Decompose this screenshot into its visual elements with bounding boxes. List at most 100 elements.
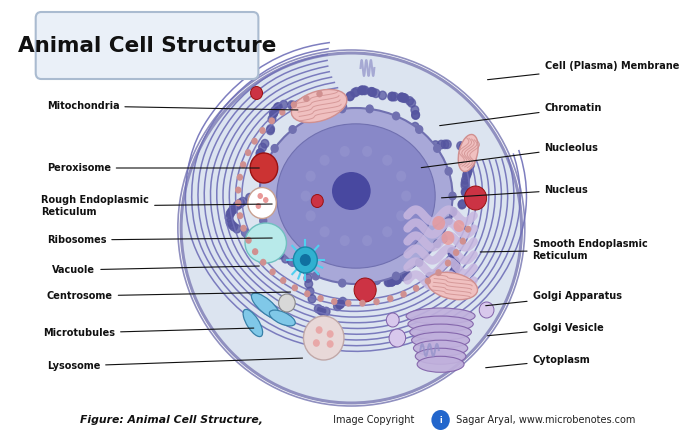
Circle shape	[316, 90, 323, 97]
Circle shape	[305, 280, 313, 288]
Circle shape	[435, 269, 442, 276]
Circle shape	[393, 112, 400, 120]
Circle shape	[256, 188, 263, 197]
Circle shape	[368, 87, 375, 96]
Ellipse shape	[332, 172, 371, 210]
Circle shape	[373, 298, 379, 305]
Circle shape	[401, 190, 411, 202]
Circle shape	[337, 299, 344, 308]
Circle shape	[333, 114, 341, 123]
Circle shape	[336, 300, 344, 308]
Circle shape	[353, 87, 360, 96]
Circle shape	[466, 161, 474, 170]
Circle shape	[270, 241, 277, 250]
Circle shape	[227, 208, 235, 216]
Circle shape	[248, 230, 256, 239]
Circle shape	[411, 126, 419, 135]
Circle shape	[351, 88, 358, 97]
Circle shape	[372, 89, 380, 98]
Circle shape	[356, 278, 363, 286]
Circle shape	[459, 142, 468, 151]
Circle shape	[406, 97, 414, 105]
Circle shape	[291, 102, 299, 110]
Circle shape	[290, 257, 298, 266]
Circle shape	[453, 249, 459, 256]
Circle shape	[431, 410, 450, 430]
Circle shape	[458, 200, 466, 208]
Circle shape	[360, 86, 368, 95]
Circle shape	[463, 169, 471, 178]
Circle shape	[339, 297, 346, 306]
Circle shape	[239, 198, 246, 206]
Circle shape	[465, 165, 472, 173]
Text: Image Copyright: Image Copyright	[330, 415, 414, 425]
Circle shape	[240, 225, 246, 232]
Circle shape	[412, 141, 420, 149]
Circle shape	[400, 291, 407, 298]
Circle shape	[452, 260, 459, 269]
Circle shape	[414, 142, 421, 150]
Circle shape	[272, 244, 279, 252]
Circle shape	[235, 186, 241, 194]
Circle shape	[292, 284, 298, 291]
Circle shape	[269, 117, 275, 124]
Circle shape	[313, 339, 320, 347]
Circle shape	[252, 190, 260, 198]
Circle shape	[391, 92, 398, 101]
Ellipse shape	[181, 53, 522, 403]
Circle shape	[445, 168, 452, 175]
Circle shape	[366, 279, 373, 287]
Circle shape	[412, 111, 419, 119]
Circle shape	[468, 157, 475, 165]
Circle shape	[412, 141, 420, 149]
Circle shape	[364, 274, 372, 282]
Circle shape	[402, 271, 409, 280]
Circle shape	[466, 160, 474, 169]
Ellipse shape	[243, 310, 262, 336]
Circle shape	[400, 272, 407, 281]
Circle shape	[445, 217, 452, 224]
Circle shape	[326, 120, 334, 129]
Circle shape	[302, 264, 309, 273]
Circle shape	[300, 254, 311, 266]
Circle shape	[449, 268, 457, 276]
Text: Cell (Plasma) Membrane: Cell (Plasma) Membrane	[487, 61, 679, 80]
Circle shape	[364, 274, 372, 282]
Circle shape	[385, 278, 393, 286]
Circle shape	[251, 138, 258, 145]
Circle shape	[410, 130, 418, 138]
Text: Animal Cell Structure: Animal Cell Structure	[18, 35, 276, 56]
Circle shape	[260, 168, 267, 175]
Ellipse shape	[251, 293, 280, 319]
Circle shape	[384, 278, 392, 286]
Circle shape	[382, 226, 392, 237]
Text: Peroxisome: Peroxisome	[47, 163, 259, 173]
Circle shape	[461, 176, 470, 184]
Circle shape	[365, 274, 372, 282]
Circle shape	[306, 287, 314, 296]
Circle shape	[302, 266, 310, 274]
Circle shape	[270, 108, 278, 117]
Ellipse shape	[406, 308, 475, 324]
Circle shape	[443, 140, 452, 148]
Text: Golgi Apparatus: Golgi Apparatus	[486, 291, 622, 306]
Circle shape	[339, 279, 346, 287]
Circle shape	[361, 86, 369, 95]
Circle shape	[299, 105, 307, 113]
Circle shape	[304, 274, 312, 282]
Circle shape	[280, 100, 288, 109]
Text: Figure: Animal Cell Structure,: Figure: Animal Cell Structure,	[80, 415, 262, 425]
Circle shape	[358, 86, 365, 95]
Circle shape	[324, 120, 332, 128]
Circle shape	[345, 300, 351, 306]
Circle shape	[312, 194, 323, 207]
Circle shape	[428, 273, 436, 281]
Circle shape	[241, 228, 249, 237]
Circle shape	[289, 258, 296, 266]
Circle shape	[318, 307, 326, 315]
Circle shape	[334, 302, 342, 310]
Circle shape	[366, 105, 373, 113]
Circle shape	[362, 146, 372, 157]
Circle shape	[460, 238, 466, 245]
Circle shape	[237, 174, 243, 181]
